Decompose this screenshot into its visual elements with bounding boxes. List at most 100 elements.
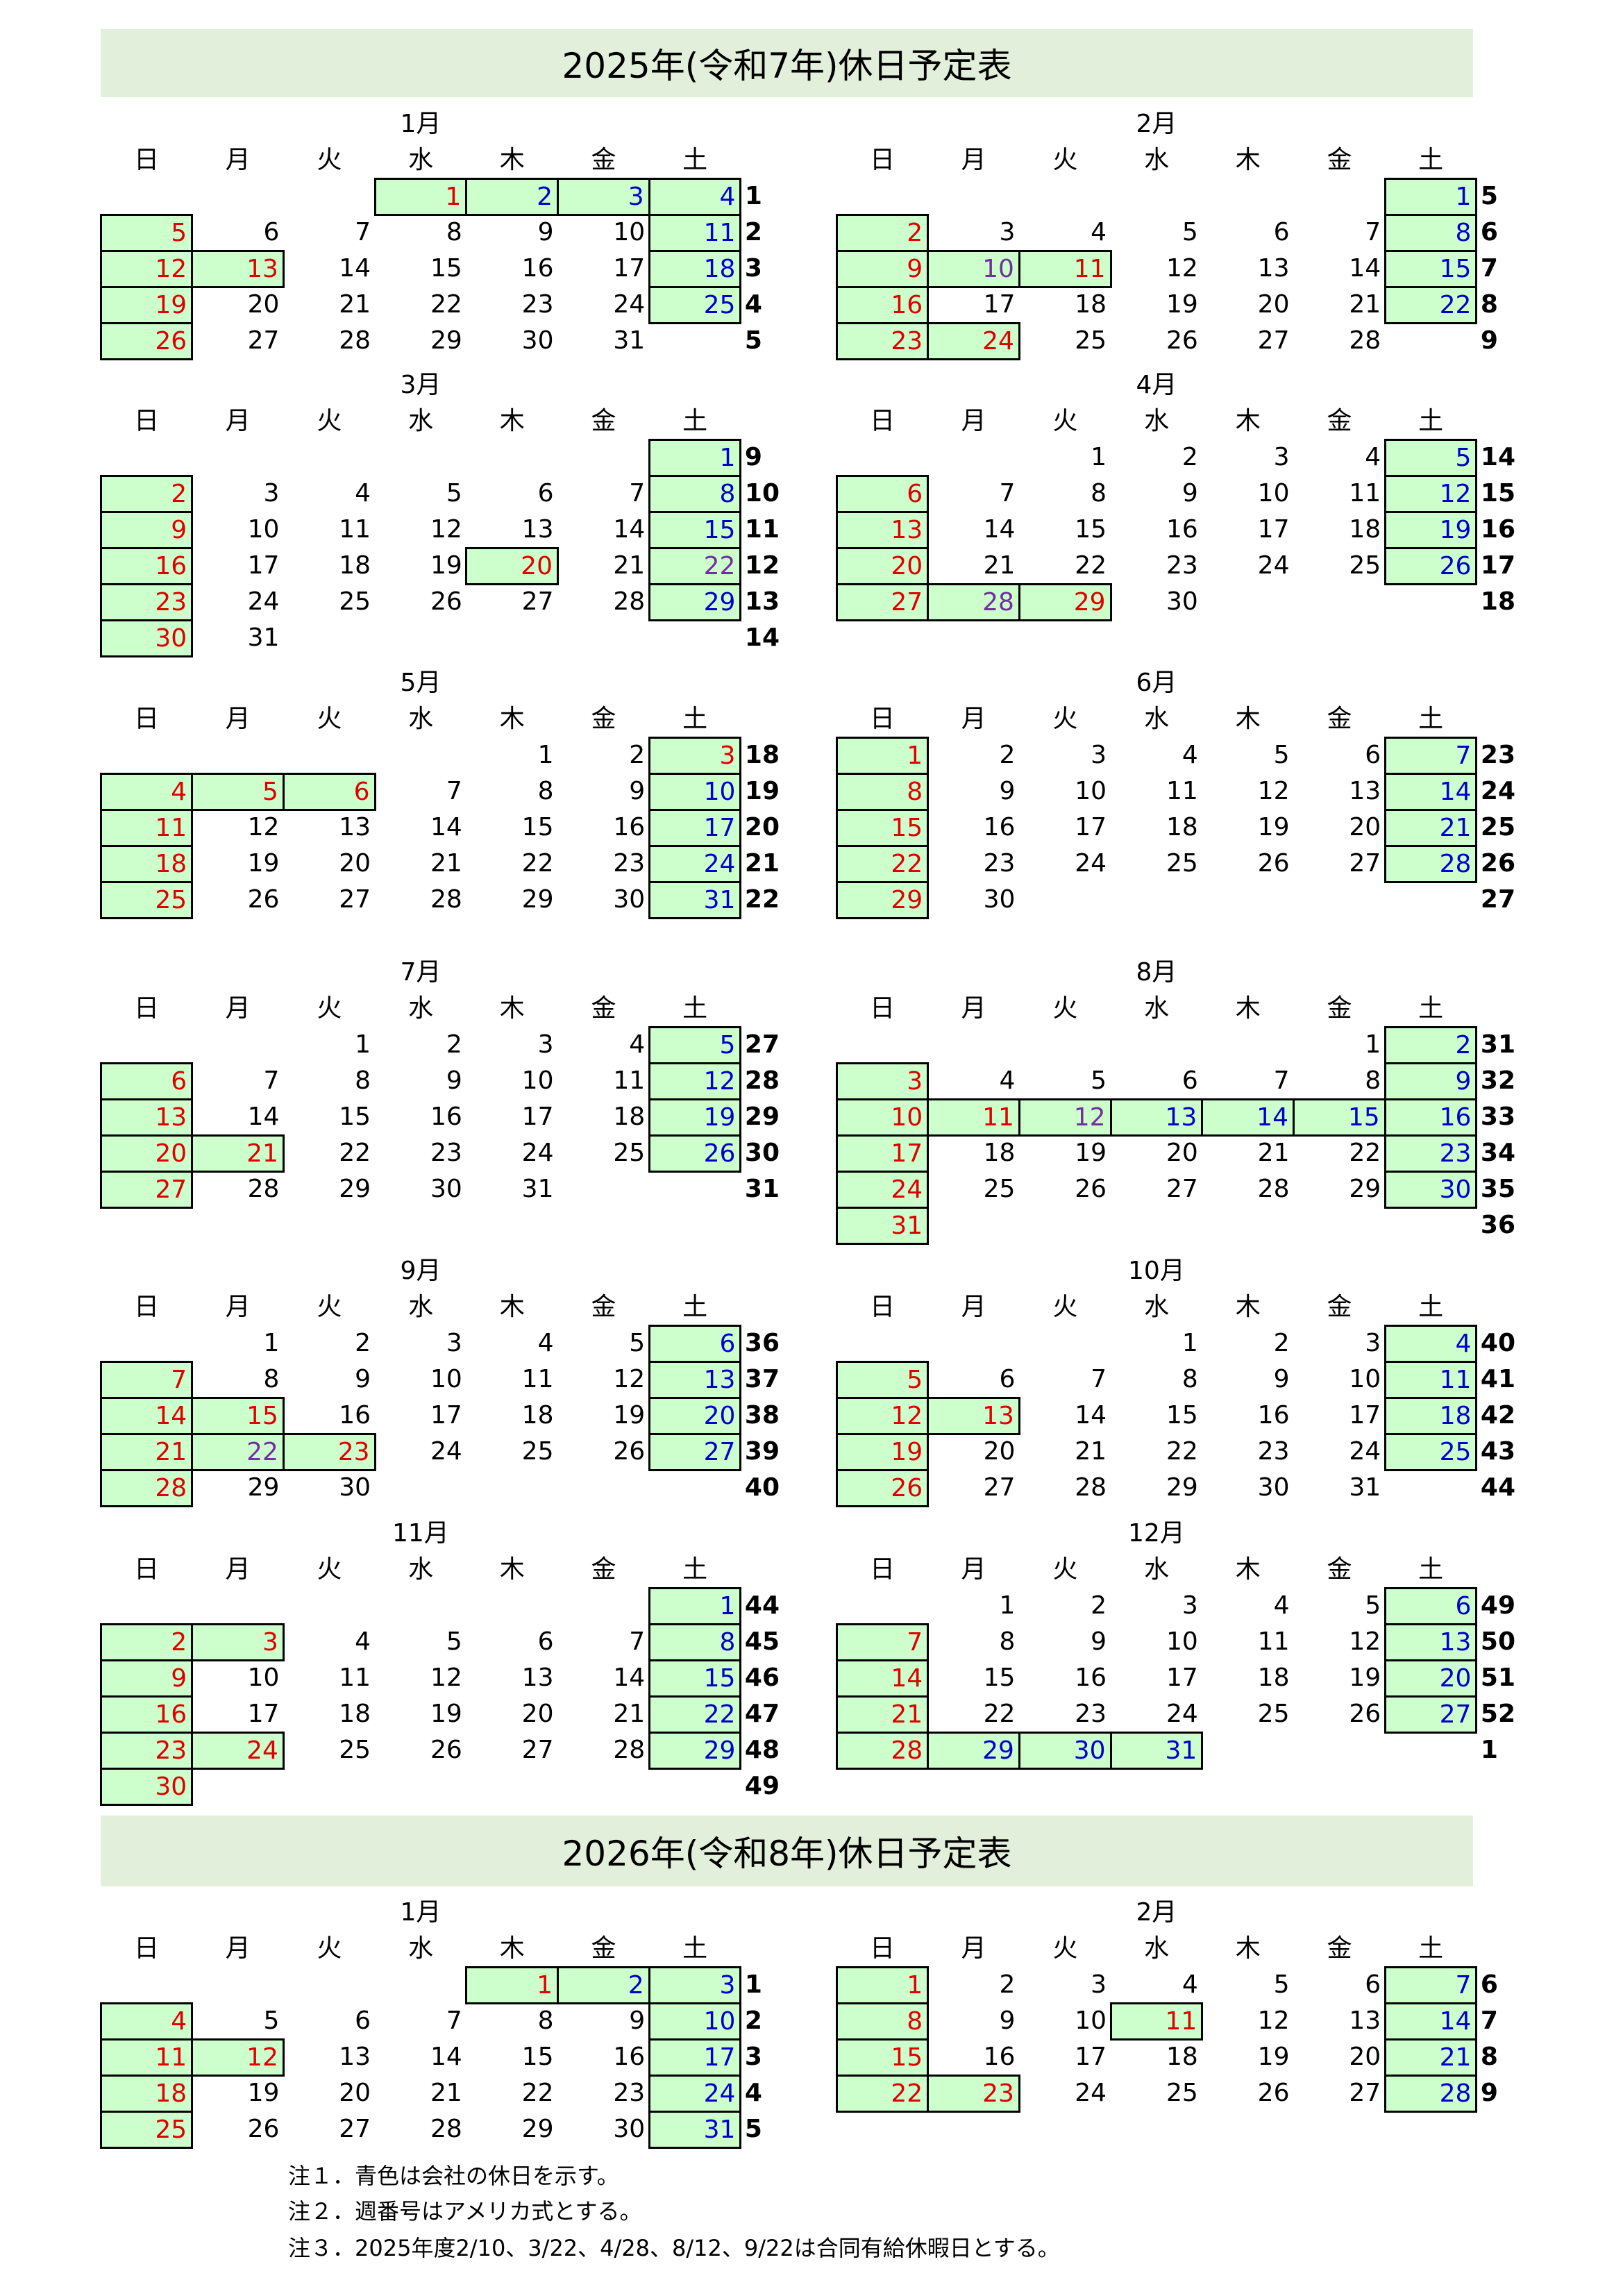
day-cell: 29 bbox=[521, 2115, 554, 2143]
day-cell: 19 bbox=[1166, 290, 1198, 319]
day-cell: 9 bbox=[1181, 479, 1198, 508]
day-cell: 25 bbox=[1257, 1700, 1290, 1728]
week-number: 40 bbox=[744, 1473, 780, 1502]
holiday-cell: 2 bbox=[1384, 1025, 1478, 1064]
day-cell: 16 bbox=[1257, 1401, 1290, 1430]
day-cell: 15 bbox=[339, 1103, 371, 1131]
day-cell: 16 bbox=[1075, 1664, 1107, 1692]
day-cell: 28 bbox=[1075, 1473, 1107, 1502]
holiday-cell: 12 bbox=[99, 249, 194, 288]
day-cell: 25 bbox=[983, 1175, 1016, 1203]
weekday-header: 月 bbox=[961, 994, 986, 1023]
weekday-header: 月 bbox=[961, 407, 986, 435]
day-cell: 25 bbox=[521, 1437, 554, 1466]
weekday-header: 月 bbox=[961, 1555, 986, 1584]
weekday-header: 火 bbox=[1052, 994, 1078, 1023]
holiday-cell: 6 bbox=[835, 474, 930, 513]
weekday-header: 月 bbox=[225, 146, 251, 174]
month-label: 7月 bbox=[400, 958, 442, 987]
week-number: 12 bbox=[744, 551, 780, 580]
holiday-cell: 15 bbox=[835, 2038, 930, 2077]
holiday-cell: 12 bbox=[1384, 474, 1478, 513]
month-label: 11月 bbox=[392, 1519, 449, 1548]
holiday-cell: 10 bbox=[927, 249, 1020, 288]
holiday-cell: 16 bbox=[99, 546, 194, 585]
holiday-cell: 1 bbox=[648, 438, 742, 477]
day-cell: 30 bbox=[613, 2115, 646, 2143]
day-cell: 20 bbox=[339, 849, 371, 878]
day-cell: 15 bbox=[1166, 1401, 1198, 1430]
day-cell: 4 bbox=[629, 1030, 646, 1059]
weekday-header: 日 bbox=[869, 1934, 895, 1963]
day-cell: 17 bbox=[521, 1103, 554, 1131]
day-cell: 26 bbox=[247, 885, 280, 914]
day-cell: 7 bbox=[355, 218, 371, 246]
day-cell: 1 bbox=[1091, 443, 1107, 471]
day-cell: 20 bbox=[1349, 813, 1381, 841]
day-cell: 26 bbox=[1166, 326, 1198, 355]
day-cell: 16 bbox=[521, 254, 554, 283]
day-cell: 14 bbox=[983, 515, 1016, 544]
day-cell: 4 bbox=[355, 479, 371, 508]
holiday-cell: 6 bbox=[1384, 1586, 1478, 1625]
holiday-cell: 19 bbox=[1384, 510, 1478, 549]
holiday-cell: 4 bbox=[1384, 1324, 1478, 1363]
holiday-cell: 16 bbox=[1384, 1098, 1478, 1137]
holiday-cell: 20 bbox=[835, 546, 930, 585]
week-number: 14 bbox=[1480, 443, 1515, 471]
day-cell: 5 bbox=[1181, 218, 1198, 246]
day-cell: 11 bbox=[1349, 479, 1381, 508]
holiday-cell: 9 bbox=[99, 1659, 194, 1698]
holiday-cell: 26 bbox=[648, 1134, 742, 1173]
week-number: 36 bbox=[744, 1329, 780, 1357]
weekday-header: 月 bbox=[225, 1293, 251, 1321]
holiday-cell: 19 bbox=[648, 1098, 742, 1137]
day-cell: 4 bbox=[1181, 1970, 1198, 1999]
day-cell: 18 bbox=[1166, 813, 1198, 841]
day-cell: 26 bbox=[1349, 1700, 1381, 1728]
day-cell: 27 bbox=[339, 885, 371, 914]
day-cell: 15 bbox=[983, 1664, 1016, 1692]
day-cell: 16 bbox=[1166, 515, 1198, 544]
holiday-cell: 12 bbox=[1018, 1098, 1112, 1137]
day-cell: 4 bbox=[537, 1329, 554, 1357]
holiday-cell: 26 bbox=[99, 321, 194, 360]
day-cell: 29 bbox=[1166, 1473, 1198, 1502]
holiday-cell: 8 bbox=[648, 474, 742, 513]
weekday-header: 木 bbox=[499, 1293, 525, 1321]
holiday-cell: 24 bbox=[648, 844, 742, 883]
day-cell: 2 bbox=[1091, 1591, 1107, 1620]
day-cell: 8 bbox=[446, 218, 462, 246]
day-cell: 20 bbox=[1349, 2043, 1381, 2071]
day-cell: 23 bbox=[983, 849, 1016, 878]
day-cell: 9 bbox=[1273, 1365, 1290, 1393]
day-cell: 8 bbox=[355, 1066, 371, 1095]
day-cell: 17 bbox=[1349, 1401, 1381, 1430]
holiday-cell: 22 bbox=[835, 844, 930, 883]
weekday-header: 金 bbox=[1327, 994, 1352, 1023]
week-number: 31 bbox=[1480, 1030, 1515, 1059]
week-number: 2 bbox=[744, 218, 762, 246]
weekday-header: 火 bbox=[317, 146, 342, 174]
day-cell: 21 bbox=[1349, 290, 1381, 319]
holiday-cell: 31 bbox=[648, 2110, 742, 2149]
day-cell: 19 bbox=[1257, 813, 1290, 841]
weekday-header: 金 bbox=[591, 705, 616, 733]
holiday-cell: 27 bbox=[1384, 1695, 1478, 1734]
weekday-header: 水 bbox=[1144, 705, 1170, 733]
day-cell: 8 bbox=[1181, 1365, 1198, 1393]
weekday-header: 土 bbox=[1418, 994, 1444, 1023]
holiday-cell: 29 bbox=[927, 1731, 1020, 1770]
week-number: 44 bbox=[744, 1591, 780, 1620]
day-cell: 7 bbox=[446, 2006, 462, 2035]
week-number: 33 bbox=[1480, 1103, 1515, 1131]
day-cell: 5 bbox=[1091, 1066, 1107, 1095]
weekday-header: 火 bbox=[317, 994, 342, 1023]
day-cell: 27 bbox=[1349, 849, 1381, 878]
week-number: 9 bbox=[1480, 2079, 1498, 2107]
holiday-cell: 28 bbox=[1384, 844, 1478, 883]
day-cell: 17 bbox=[247, 1700, 280, 1728]
day-cell: 25 bbox=[613, 1139, 646, 1167]
day-cell: 25 bbox=[1166, 2079, 1198, 2107]
day-cell: 14 bbox=[613, 1664, 646, 1692]
